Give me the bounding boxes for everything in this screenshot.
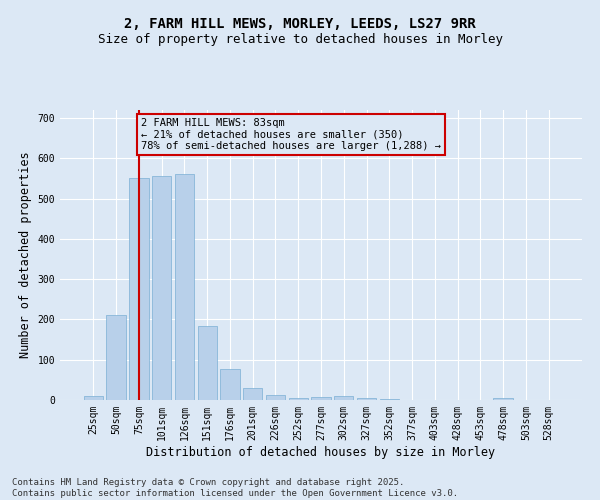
Bar bbox=[220, 368, 239, 400]
Bar bbox=[243, 388, 262, 400]
Bar bbox=[175, 174, 194, 400]
Bar bbox=[266, 395, 285, 400]
Text: Contains HM Land Registry data © Crown copyright and database right 2025.
Contai: Contains HM Land Registry data © Crown c… bbox=[12, 478, 458, 498]
Bar bbox=[311, 397, 331, 400]
Text: 2, FARM HILL MEWS, MORLEY, LEEDS, LS27 9RR: 2, FARM HILL MEWS, MORLEY, LEEDS, LS27 9… bbox=[124, 18, 476, 32]
Bar bbox=[106, 316, 126, 400]
Text: Size of property relative to detached houses in Morley: Size of property relative to detached ho… bbox=[97, 32, 503, 46]
Bar bbox=[197, 326, 217, 400]
X-axis label: Distribution of detached houses by size in Morley: Distribution of detached houses by size … bbox=[146, 446, 496, 458]
Text: 2 FARM HILL MEWS: 83sqm
← 21% of detached houses are smaller (350)
78% of semi-d: 2 FARM HILL MEWS: 83sqm ← 21% of detache… bbox=[141, 118, 441, 152]
Bar bbox=[289, 398, 308, 400]
Bar bbox=[380, 399, 399, 400]
Bar bbox=[152, 176, 172, 400]
Bar bbox=[334, 396, 353, 400]
Bar bbox=[129, 178, 149, 400]
Bar bbox=[357, 398, 376, 400]
Y-axis label: Number of detached properties: Number of detached properties bbox=[19, 152, 32, 358]
Bar bbox=[84, 396, 103, 400]
Bar bbox=[493, 398, 513, 400]
